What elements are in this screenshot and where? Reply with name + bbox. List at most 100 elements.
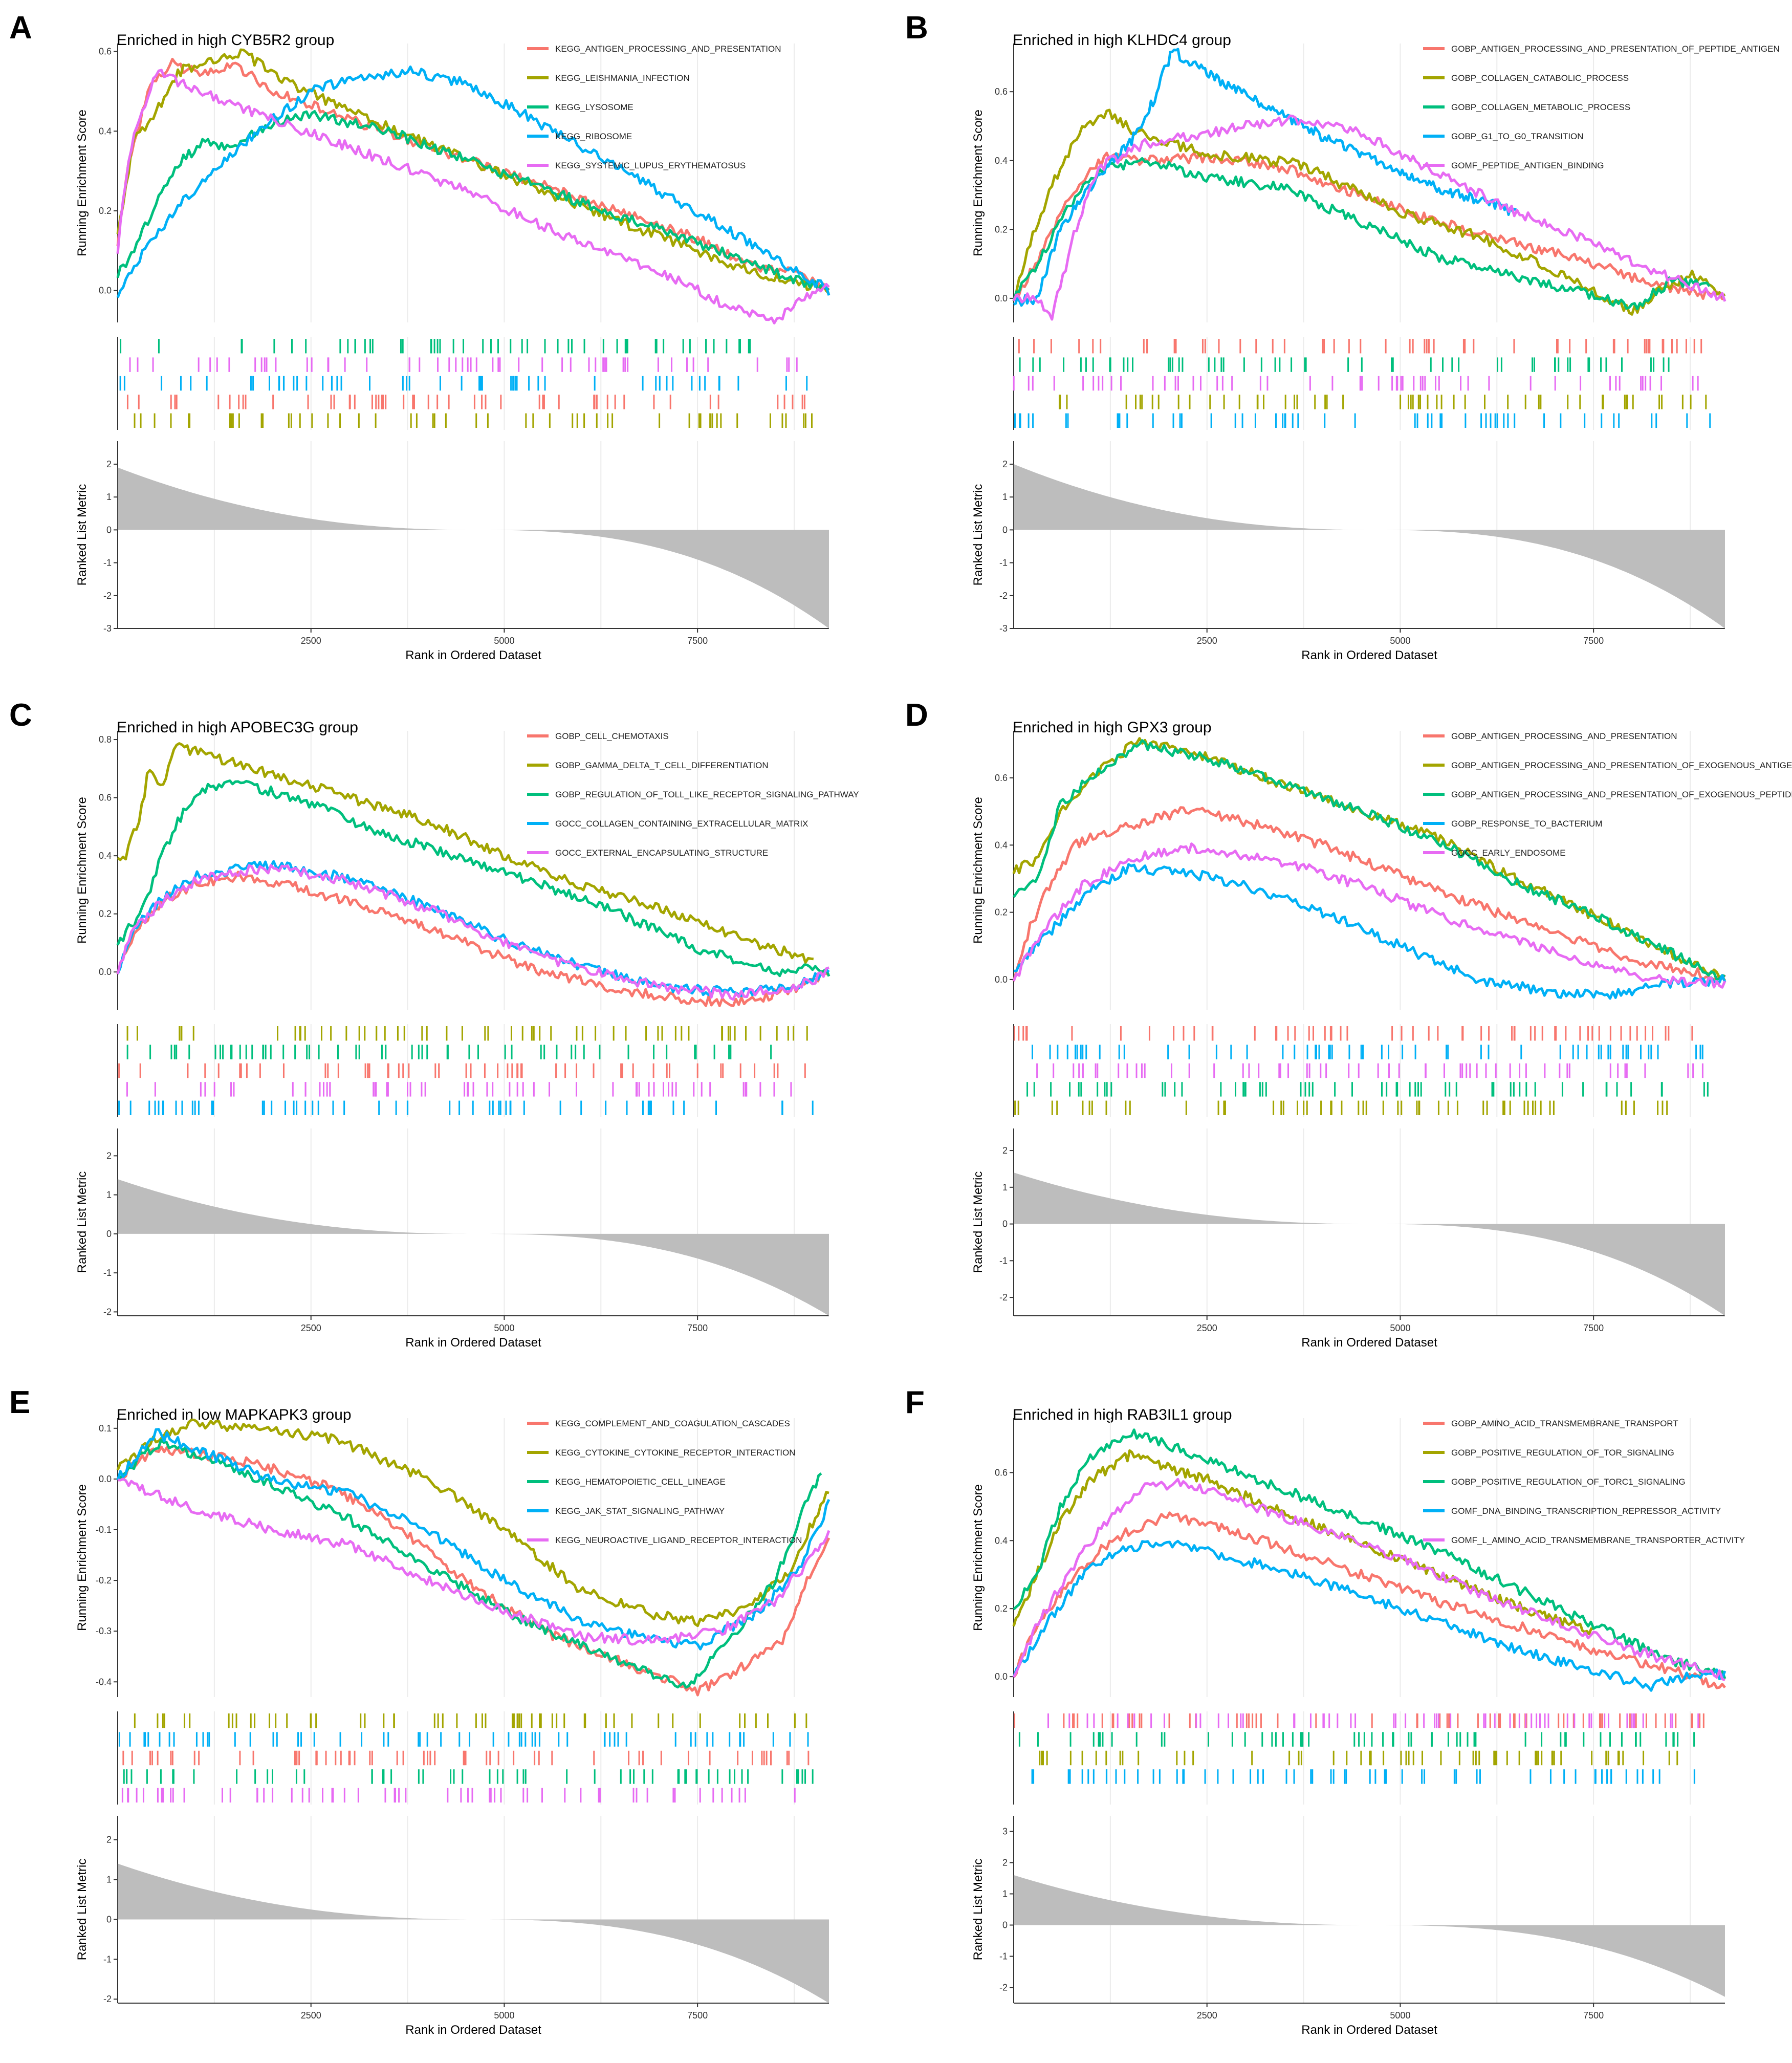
hits-gobp-gamma-delta-t-cell-differentiation: [126, 1026, 808, 1041]
metric-y-axis-title: Ranked List Metric: [971, 1859, 985, 1961]
metric-y-tick-label: -2: [103, 591, 112, 601]
es-y-axis-title: Running Enrichment Score: [75, 110, 89, 256]
panel-label: F: [905, 1385, 925, 1420]
metric-y-tick-label: -3: [999, 623, 1008, 634]
legend-label: KEGG_SYSTEMIC_LUPUS_ERYTHEMATOSUS: [555, 161, 746, 170]
hits-gobp-g1-to-g0-transition: [1014, 413, 1711, 428]
es-line-gomf-l-amino-acid-transmembrane-transporter-activity: [1012, 1478, 1725, 1682]
gsea-plot-svg: C Enriched in high APOBEC3G group 0.0 0.2 0.…: [9, 698, 859, 1350]
chart-title: Enriched in low MAPKAPK3 group: [117, 1406, 352, 1423]
metric-y-tick-label: 1: [106, 1875, 112, 1885]
es-y-tick-label: 0.6: [99, 793, 112, 803]
es-line-gobp-antigen-processing-and-presentation-of-peptide-antigen: [1012, 151, 1725, 302]
es-y-tick-label: 0.0: [99, 286, 112, 296]
es-line-kegg-hematopoietic-cell-lineage: [117, 1439, 822, 1689]
es-y-tick-label: 0.4: [995, 840, 1008, 850]
es-y-tick-label: 0.0: [995, 293, 1008, 303]
es-y-axis-title: Running Enrichment Score: [971, 110, 985, 256]
legend-label: GOMF_L_AMINO_ACID_TRANSMEMBRANE_TRANSPOR…: [1451, 1535, 1745, 1545]
hits-gobp-cell-chemotaxis: [118, 1063, 806, 1078]
es-line-gobp-positive-regulation-of-torc1-signaling: [1013, 1428, 1727, 1680]
es-y-tick-label: 0.4: [995, 1535, 1008, 1546]
metric-y-tick-label: -1: [999, 1951, 1008, 1962]
es-y-tick-label: 0.0: [995, 1671, 1008, 1682]
es-y-tick-label: -0.3: [96, 1626, 112, 1636]
ranked-metric-area: [118, 1863, 829, 2003]
es-y-tick-label: 0.6: [995, 1467, 1008, 1478]
es-line-gobp-gamma-delta-t-cell-differentiation: [117, 742, 814, 964]
es-line-kegg-leishmania-infection: [116, 48, 830, 295]
legend-label: GOBP_ANTIGEN_PROCESSING_AND_PRESENTATION: [1451, 731, 1677, 741]
chart-title: Enriched in high GPX3 group: [1013, 719, 1212, 736]
es-y-tick-label: 0.8: [99, 734, 112, 745]
metric-y-tick-label: -2: [103, 1994, 112, 2004]
hits-kegg-hematopoietic-cell-lineage: [123, 1769, 814, 1784]
hits-gobp-collagen-catabolic-process: [1058, 395, 1707, 409]
panel-label: E: [9, 1385, 30, 1420]
hits-gomf-peptide-antigen-binding: [1013, 376, 1699, 391]
hits-gomf-l-amino-acid-transmembrane-transporter-activity: [1047, 1713, 1699, 1728]
metric-y-tick-label: 1: [106, 492, 112, 502]
metric-y-tick-label: 1: [1002, 1182, 1008, 1192]
es-line-gomf-dna-binding-transcription-repressor-activity: [1012, 1539, 1727, 1692]
legend-label: GOBP_POSITIVE_REGULATION_OF_TOR_SIGNALIN…: [1451, 1448, 1674, 1458]
legend-label: KEGG_COMPLEMENT_AND_COAGULATION_CASCADES: [555, 1419, 790, 1428]
hits-kegg-lysosome: [120, 339, 751, 354]
x-tick-label: 2500: [301, 636, 321, 646]
ranked-metric-area: [118, 467, 829, 628]
es-line-gocc-early-endosome: [1012, 842, 1727, 989]
hits-gobp-antigen-processing-and-presentation: [1013, 1026, 1693, 1041]
x-tick-label: 7500: [1583, 1323, 1604, 1333]
hits-kegg-systemic-lupus-erythematosus: [129, 357, 798, 372]
hits-gobp-regulation-of-toll-like-receptor-signaling-pathway: [126, 1045, 772, 1059]
gsea-plot-svg: E Enriched in low MAPKAPK3 group 0.1 0.0 -0.…: [9, 1385, 831, 2037]
x-axis-title: Rank in Ordered Dataset: [405, 1336, 541, 1350]
legend-label: GOBP_CELL_CHEMOTAXIS: [555, 731, 669, 741]
x-tick-label: 2500: [1197, 2010, 1217, 2021]
x-tick-label: 2500: [1197, 1323, 1217, 1333]
es-y-tick-label: 0.6: [995, 86, 1008, 97]
legend-label: GOBP_ANTIGEN_PROCESSING_AND_PRESENTATION…: [1451, 44, 1780, 54]
x-tick-label: 2500: [301, 1323, 321, 1333]
es-line-kegg-systemic-lupus-erythematosus: [116, 69, 830, 324]
es-y-tick-label: 0.6: [99, 47, 112, 57]
es-y-axis-title: Running Enrichment Score: [75, 1484, 89, 1631]
es-line-gobp-regulation-of-toll-like-receptor-signaling-pathway: [116, 779, 831, 978]
legend: GOBP_AMINO_ACID_TRANSMEMBRANE_TRANSPORT G…: [1423, 1419, 1745, 1545]
gsea-plot-svg: D Enriched in high GPX3 group 0.0 0.2 0.4 0.6…: [905, 698, 1792, 1350]
x-tick-label: 7500: [1583, 636, 1604, 646]
legend-label: GOBP_ANTIGEN_PROCESSING_AND_PRESENTATION…: [1451, 790, 1792, 799]
chart-title: Enriched in high APOBEC3G group: [117, 719, 358, 736]
hits-gomf-dna-binding-transcription-repressor-activity: [1031, 1769, 1695, 1784]
legend: GOBP_ANTIGEN_PROCESSING_AND_PRESENTATION…: [1423, 731, 1792, 858]
legend-label: GOBP_REGULATION_OF_TOLL_LIKE_RECEPTOR_SI…: [555, 790, 859, 799]
legend: GOBP_CELL_CHEMOTAXIS GOBP_GAMMA_DELTA_T_C…: [527, 731, 859, 858]
es-y-axis-title: Running Enrichment Score: [971, 1484, 985, 1631]
metric-y-tick-label: 0: [106, 525, 112, 535]
es-line-gobp-response-to-bacterium: [1013, 863, 1727, 1000]
panel-b: B Enriched in high KLHDC4 group 0.0 0.2 0.4 0…: [896, 0, 1792, 687]
x-tick-label: 7500: [687, 1323, 708, 1333]
es-y-tick-label: 0.4: [995, 156, 1008, 166]
es-line-kegg-ribosome: [116, 66, 831, 298]
es-line-gobp-collagen-metabolic-process: [1012, 157, 1711, 311]
x-tick-label: 5000: [494, 636, 514, 646]
es-line-kegg-neuroactive-ligand-receptor-interaction: [117, 1478, 831, 1646]
metric-y-tick-label: 0: [106, 1229, 112, 1239]
panel-d: D Enriched in high GPX3 group 0.0 0.2 0.4 0.6…: [896, 687, 1792, 1375]
x-axis-title: Rank in Ordered Dataset: [405, 648, 541, 662]
es-y-tick-label: -0.4: [96, 1677, 112, 1687]
legend-label: KEGG_CYTOKINE_CYTOKINE_RECEPTOR_INTERACT…: [555, 1448, 796, 1458]
hits-kegg-cytokine-cytokine-receptor-interaction: [134, 1713, 807, 1728]
es-y-tick-label: -0.2: [96, 1575, 112, 1586]
es-line-gobp-antigen-processing-and-presentation: [1012, 806, 1726, 982]
x-tick-label: 7500: [687, 636, 708, 646]
metric-y-tick-label: -2: [103, 1307, 112, 1317]
metric-y-tick-label: 0: [1002, 525, 1008, 535]
es-line-gomf-peptide-antigen-binding: [1012, 114, 1727, 321]
chart-title: Enriched in high CYB5R2 group: [117, 32, 334, 49]
es-y-axis-title: Running Enrichment Score: [971, 797, 985, 944]
panel-f: F Enriched in high RAB3IL1 group 0.0 0.2 0.4…: [896, 1375, 1792, 2062]
hits-gobp-amino-acid-transmembrane-transport: [1014, 1713, 1704, 1728]
es-line-kegg-jak-stat-signaling-pathway: [116, 1428, 831, 1651]
